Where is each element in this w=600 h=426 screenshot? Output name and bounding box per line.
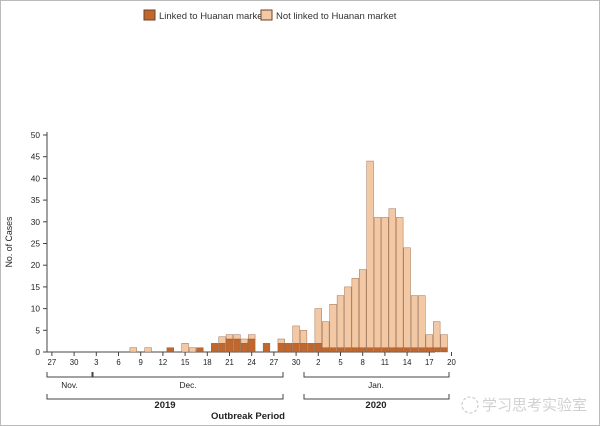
svg-text:20: 20 (31, 260, 41, 270)
svg-text:24: 24 (247, 358, 256, 367)
svg-text:10: 10 (31, 304, 41, 314)
svg-text:21: 21 (225, 358, 234, 367)
svg-text:15: 15 (181, 358, 190, 367)
svg-text:18: 18 (203, 358, 212, 367)
svg-text:17: 17 (425, 358, 434, 367)
svg-text:3: 3 (94, 358, 98, 367)
svg-text:6: 6 (116, 358, 120, 367)
svg-text:Not linked to Huanan market: Not linked to Huanan market (276, 11, 397, 22)
svg-text:30: 30 (292, 358, 301, 367)
svg-text:8: 8 (361, 358, 365, 367)
svg-text:30: 30 (31, 217, 41, 227)
svg-text:Nov.: Nov. (61, 380, 77, 390)
svg-text:27: 27 (270, 358, 279, 367)
svg-text:Dec.: Dec. (179, 380, 196, 390)
svg-text:25: 25 (31, 239, 41, 249)
svg-text:2: 2 (316, 358, 320, 367)
svg-text:11: 11 (381, 358, 389, 367)
svg-text:Jan.: Jan. (368, 380, 384, 390)
svg-text:Linked to Huanan market: Linked to Huanan market (159, 11, 266, 22)
svg-text:5: 5 (338, 358, 343, 367)
svg-text:14: 14 (403, 358, 412, 367)
svg-text:2020: 2020 (365, 400, 386, 411)
svg-text:35: 35 (31, 195, 41, 205)
svg-text:12: 12 (159, 358, 168, 367)
svg-text:Outbreak Period: Outbreak Period (211, 411, 285, 422)
svg-text:学习思考实验室: 学习思考实验室 (482, 397, 587, 414)
svg-text:2019: 2019 (154, 400, 175, 411)
svg-text:5: 5 (35, 325, 40, 335)
svg-text:27: 27 (48, 358, 57, 367)
svg-text:40: 40 (31, 173, 41, 183)
svg-text:50: 50 (31, 130, 41, 140)
svg-text:0: 0 (35, 347, 40, 357)
svg-text:9: 9 (139, 358, 143, 367)
svg-text:20: 20 (447, 358, 456, 367)
svg-text:No. of Cases: No. of Cases (4, 216, 14, 267)
svg-text:45: 45 (31, 152, 41, 162)
svg-text:30: 30 (70, 358, 79, 367)
svg-text:15: 15 (31, 282, 41, 292)
